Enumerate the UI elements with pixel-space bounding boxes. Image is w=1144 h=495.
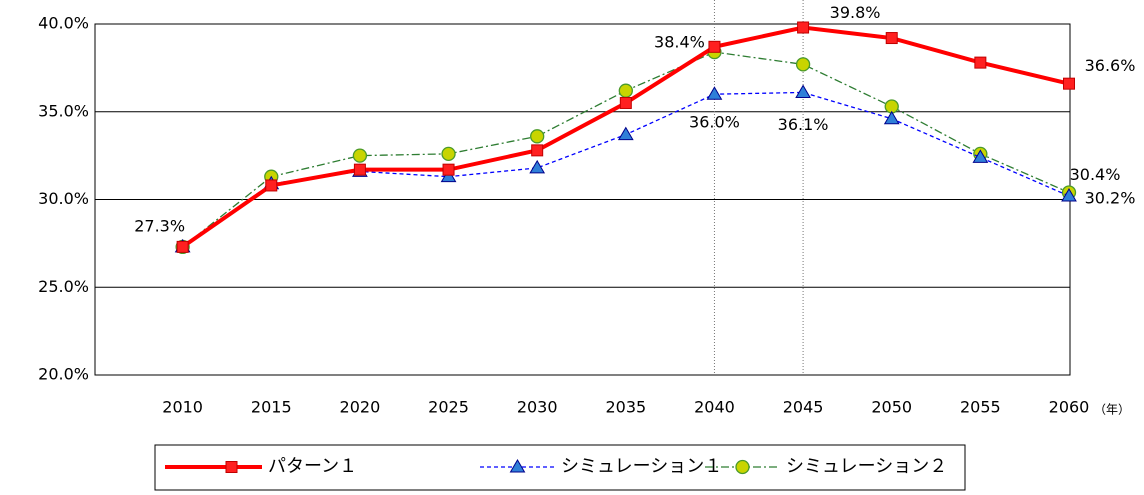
x-tick-label: 2055	[960, 398, 1001, 417]
x-tick-label: 2015	[251, 398, 292, 417]
data-label: 36.1%	[778, 115, 829, 134]
marker	[708, 40, 721, 53]
y-tick-label: 40.0%	[38, 14, 89, 33]
marker	[885, 32, 898, 45]
marker	[619, 96, 632, 109]
marker	[225, 461, 238, 473]
marker	[353, 163, 366, 176]
marker	[883, 110, 900, 125]
x-tick-label: 2020	[340, 398, 381, 417]
marker	[530, 129, 545, 144]
marker	[442, 163, 455, 176]
marker	[974, 56, 987, 69]
y-tick-label: 20.0%	[38, 365, 89, 384]
marker	[441, 146, 456, 162]
y-tick-label: 30.0%	[38, 189, 89, 208]
legend-label: シミュレーション１	[561, 456, 722, 477]
marker	[617, 126, 634, 141]
marker	[795, 84, 811, 98]
data-label: 30.2%	[1085, 188, 1136, 207]
marker	[795, 57, 811, 72]
x-tick-label: 2050	[871, 398, 912, 417]
marker	[176, 240, 189, 253]
marker	[797, 21, 810, 34]
x-axis-label: （年）	[1094, 403, 1130, 417]
marker	[352, 148, 368, 163]
marker	[509, 459, 526, 473]
marker	[972, 149, 989, 163]
data-label: 36.6%	[1085, 56, 1136, 75]
data-label: 30.4%	[1070, 165, 1121, 184]
marker	[735, 459, 750, 475]
marker	[1061, 187, 1077, 202]
x-tick-label: 2030	[517, 398, 558, 417]
y-tick-label: 35.0%	[38, 101, 89, 120]
x-tick-label: 2025	[428, 398, 469, 417]
series-line	[182, 91, 1070, 248]
data-label: 36.0%	[689, 113, 740, 132]
marker	[1063, 77, 1075, 90]
series-line	[182, 51, 1070, 248]
marker	[618, 83, 633, 98]
marker	[529, 159, 546, 174]
marker	[440, 168, 457, 183]
data-label: 38.4%	[654, 33, 705, 52]
x-tick-label: 2035	[605, 398, 646, 417]
data-label: 27.3%	[134, 216, 185, 235]
marker	[531, 144, 544, 157]
legend-label: パターン１	[268, 456, 357, 477]
x-tick-label: 2010	[162, 398, 203, 417]
legend-box	[154, 444, 966, 491]
x-tick-label: 2060	[1049, 398, 1090, 417]
marker	[706, 86, 723, 100]
marker	[265, 179, 278, 192]
x-tick-label: 2040	[694, 398, 735, 417]
data-label: 39.8%	[830, 3, 881, 22]
y-tick-label: 25.0%	[38, 277, 89, 296]
x-tick-label: 2045	[783, 398, 824, 417]
legend-label: シミュレーション２	[786, 456, 947, 477]
